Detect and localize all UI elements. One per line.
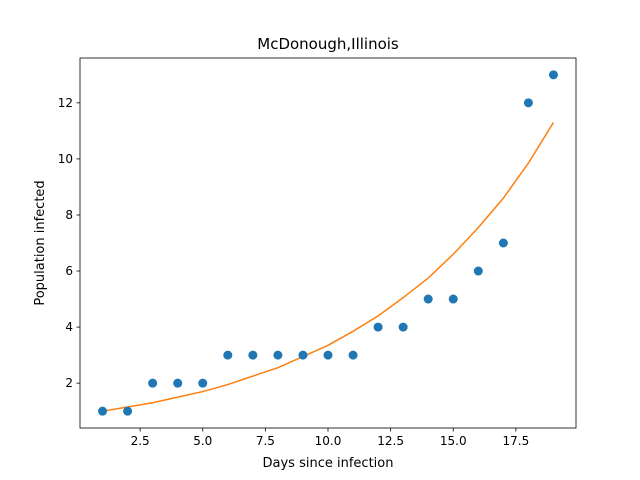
- data-point: [298, 350, 308, 360]
- x-tick-label: 10.0: [315, 434, 342, 448]
- y-tick-label: 12: [58, 96, 73, 110]
- data-point: [448, 294, 458, 304]
- y-tick-label: 6: [65, 264, 73, 278]
- y-axis: 2 4 6 8 10 12: [58, 96, 80, 390]
- data-point: [423, 294, 433, 304]
- x-axis-label: Days since infection: [263, 456, 394, 471]
- data-point: [373, 322, 383, 332]
- x-axis: 2.5 5.0 7.5 10.0 12.5 15.0 17.5: [131, 428, 530, 448]
- data-point: [98, 406, 108, 416]
- data-point: [273, 350, 283, 360]
- data-point: [198, 378, 208, 388]
- y-tick-label: 10: [58, 152, 73, 166]
- y-tick-label: 2: [65, 376, 73, 390]
- x-tick-label: 12.5: [377, 434, 404, 448]
- data-point: [123, 406, 133, 416]
- data-point: [173, 378, 183, 388]
- data-point: [473, 266, 483, 276]
- y-tick-label: 8: [65, 208, 73, 222]
- data-point: [498, 238, 508, 248]
- data-point: [248, 350, 258, 360]
- data-point: [398, 322, 408, 332]
- y-tick-label: 4: [65, 320, 73, 334]
- x-tick-label: 15.0: [440, 434, 467, 448]
- x-tick-label: 5.0: [193, 434, 212, 448]
- plot-background: [80, 58, 576, 428]
- data-point: [323, 350, 333, 360]
- data-point: [148, 378, 158, 388]
- x-tick-label: 17.5: [503, 434, 530, 448]
- x-tick-label: 2.5: [131, 434, 150, 448]
- fit-line: [102, 122, 555, 412]
- plot-content: [98, 70, 558, 416]
- y-axis-label: Population infected: [33, 180, 48, 305]
- data-point: [223, 350, 233, 360]
- x-tick-label: 7.5: [256, 434, 275, 448]
- data-point: [523, 98, 533, 108]
- data-point: [548, 70, 558, 80]
- data-point: [348, 350, 358, 360]
- chart-title: McDonough,Illinois: [257, 35, 399, 53]
